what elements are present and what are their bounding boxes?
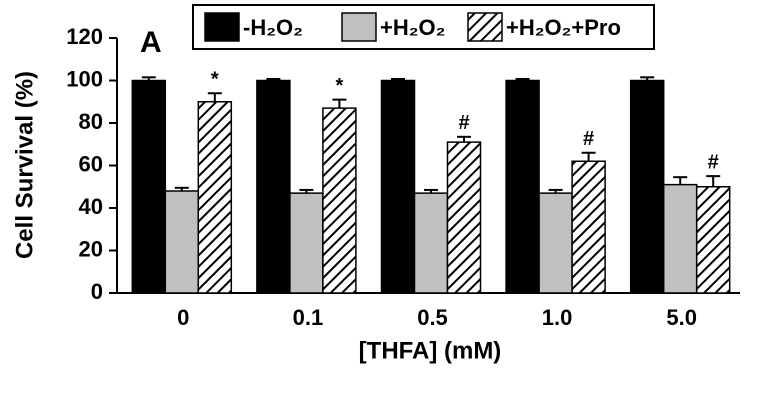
bar (662, 183, 698, 294)
x-tick-label: 5.0 (666, 305, 697, 330)
bar (197, 101, 233, 294)
y-tick-label: 100 (66, 66, 103, 91)
legend-box (192, 4, 655, 50)
y-axis-title: Cell Survival (%) (11, 71, 38, 259)
y-tick-label: 0 (91, 279, 103, 304)
bar (571, 160, 606, 294)
legend-label: +H₂O₂ (380, 15, 445, 40)
error-bar (299, 188, 314, 194)
legend-label: +H₂O₂+Pro (506, 15, 621, 40)
bar (446, 141, 482, 294)
x-tick-label: 1.0 (542, 305, 573, 330)
x-tick-label: 0.1 (293, 305, 324, 330)
error-bar (391, 78, 405, 81)
significance-marker: # (708, 151, 719, 173)
panel-label: A (140, 26, 162, 59)
bar (505, 79, 540, 294)
legend-label: -H₂O₂ (243, 15, 303, 40)
legend-swatch (467, 12, 503, 42)
legend-swatch (204, 12, 240, 42)
error-bar (332, 98, 347, 109)
significance-marker: * (336, 75, 344, 97)
y-tick-label: 80 (79, 109, 103, 134)
significance-marker: # (583, 128, 594, 150)
bar (629, 79, 665, 294)
error-bar (207, 92, 222, 102)
bar (538, 192, 573, 294)
x-axis-title: [THFA] (mM) (359, 337, 502, 364)
error-bar (515, 78, 530, 81)
error-bar (673, 176, 688, 185)
significance-marker: * (211, 69, 219, 91)
bar (164, 190, 200, 294)
bar (289, 192, 324, 294)
error-bar (457, 135, 471, 143)
y-tick-label: 20 (79, 236, 103, 261)
error-bar (424, 188, 438, 194)
error-bar (141, 76, 156, 81)
y-tick-label: 120 (66, 24, 103, 49)
error-bar (581, 151, 596, 162)
bar (413, 192, 449, 294)
error-bar (174, 186, 189, 191)
bar (322, 107, 357, 294)
bar (695, 186, 731, 294)
error-bar (266, 78, 281, 81)
significance-marker: # (458, 112, 469, 134)
bar (131, 79, 167, 294)
legend-swatch (341, 12, 377, 42)
x-tick-label: 0.5 (417, 305, 448, 330)
y-tick-label: 60 (79, 151, 103, 176)
bar (256, 79, 291, 294)
x-tick-label: 0 (177, 305, 189, 330)
error-bar (640, 76, 655, 81)
error-bar (706, 175, 721, 187)
error-bar (548, 188, 563, 194)
y-tick-label: 40 (79, 194, 103, 219)
bar (380, 79, 416, 294)
